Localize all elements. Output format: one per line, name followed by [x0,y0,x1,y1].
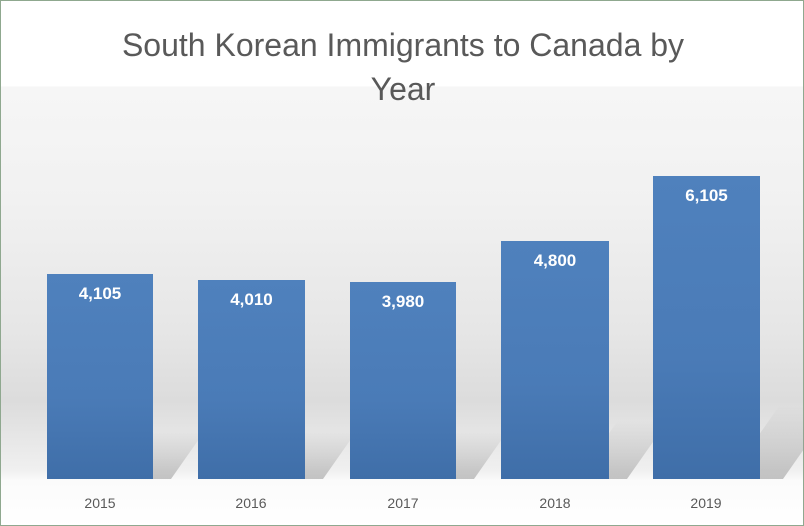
bar-2016: 4,010 [198,280,305,479]
chart-title-line-2: Year [370,71,436,107]
data-label: 4,800 [533,251,577,270]
chart-title: South Korean Immigrants to Canada by Yea… [1,23,804,111]
data-label: 3,980 [381,292,425,311]
bar-2015: 4,105 [47,274,153,479]
chart-title-line-1: South Korean Immigrants to Canada by [121,27,685,63]
data-label: 4,010 [230,290,273,309]
x-axis-label: 2015 [84,495,116,511]
bar-2019: 6,105 [653,176,760,479]
data-label: 4,105 [78,284,122,303]
x-axis-label: 2017 [387,495,419,511]
x-axis-label: 2016 [235,495,267,511]
data-label: 6,105 [685,186,728,205]
bar-2017: 3,980 [350,282,456,479]
x-axis-label: 2019 [690,495,722,511]
bar-2018: 4,800 [501,241,609,479]
x-axis-label: 2018 [539,495,571,511]
